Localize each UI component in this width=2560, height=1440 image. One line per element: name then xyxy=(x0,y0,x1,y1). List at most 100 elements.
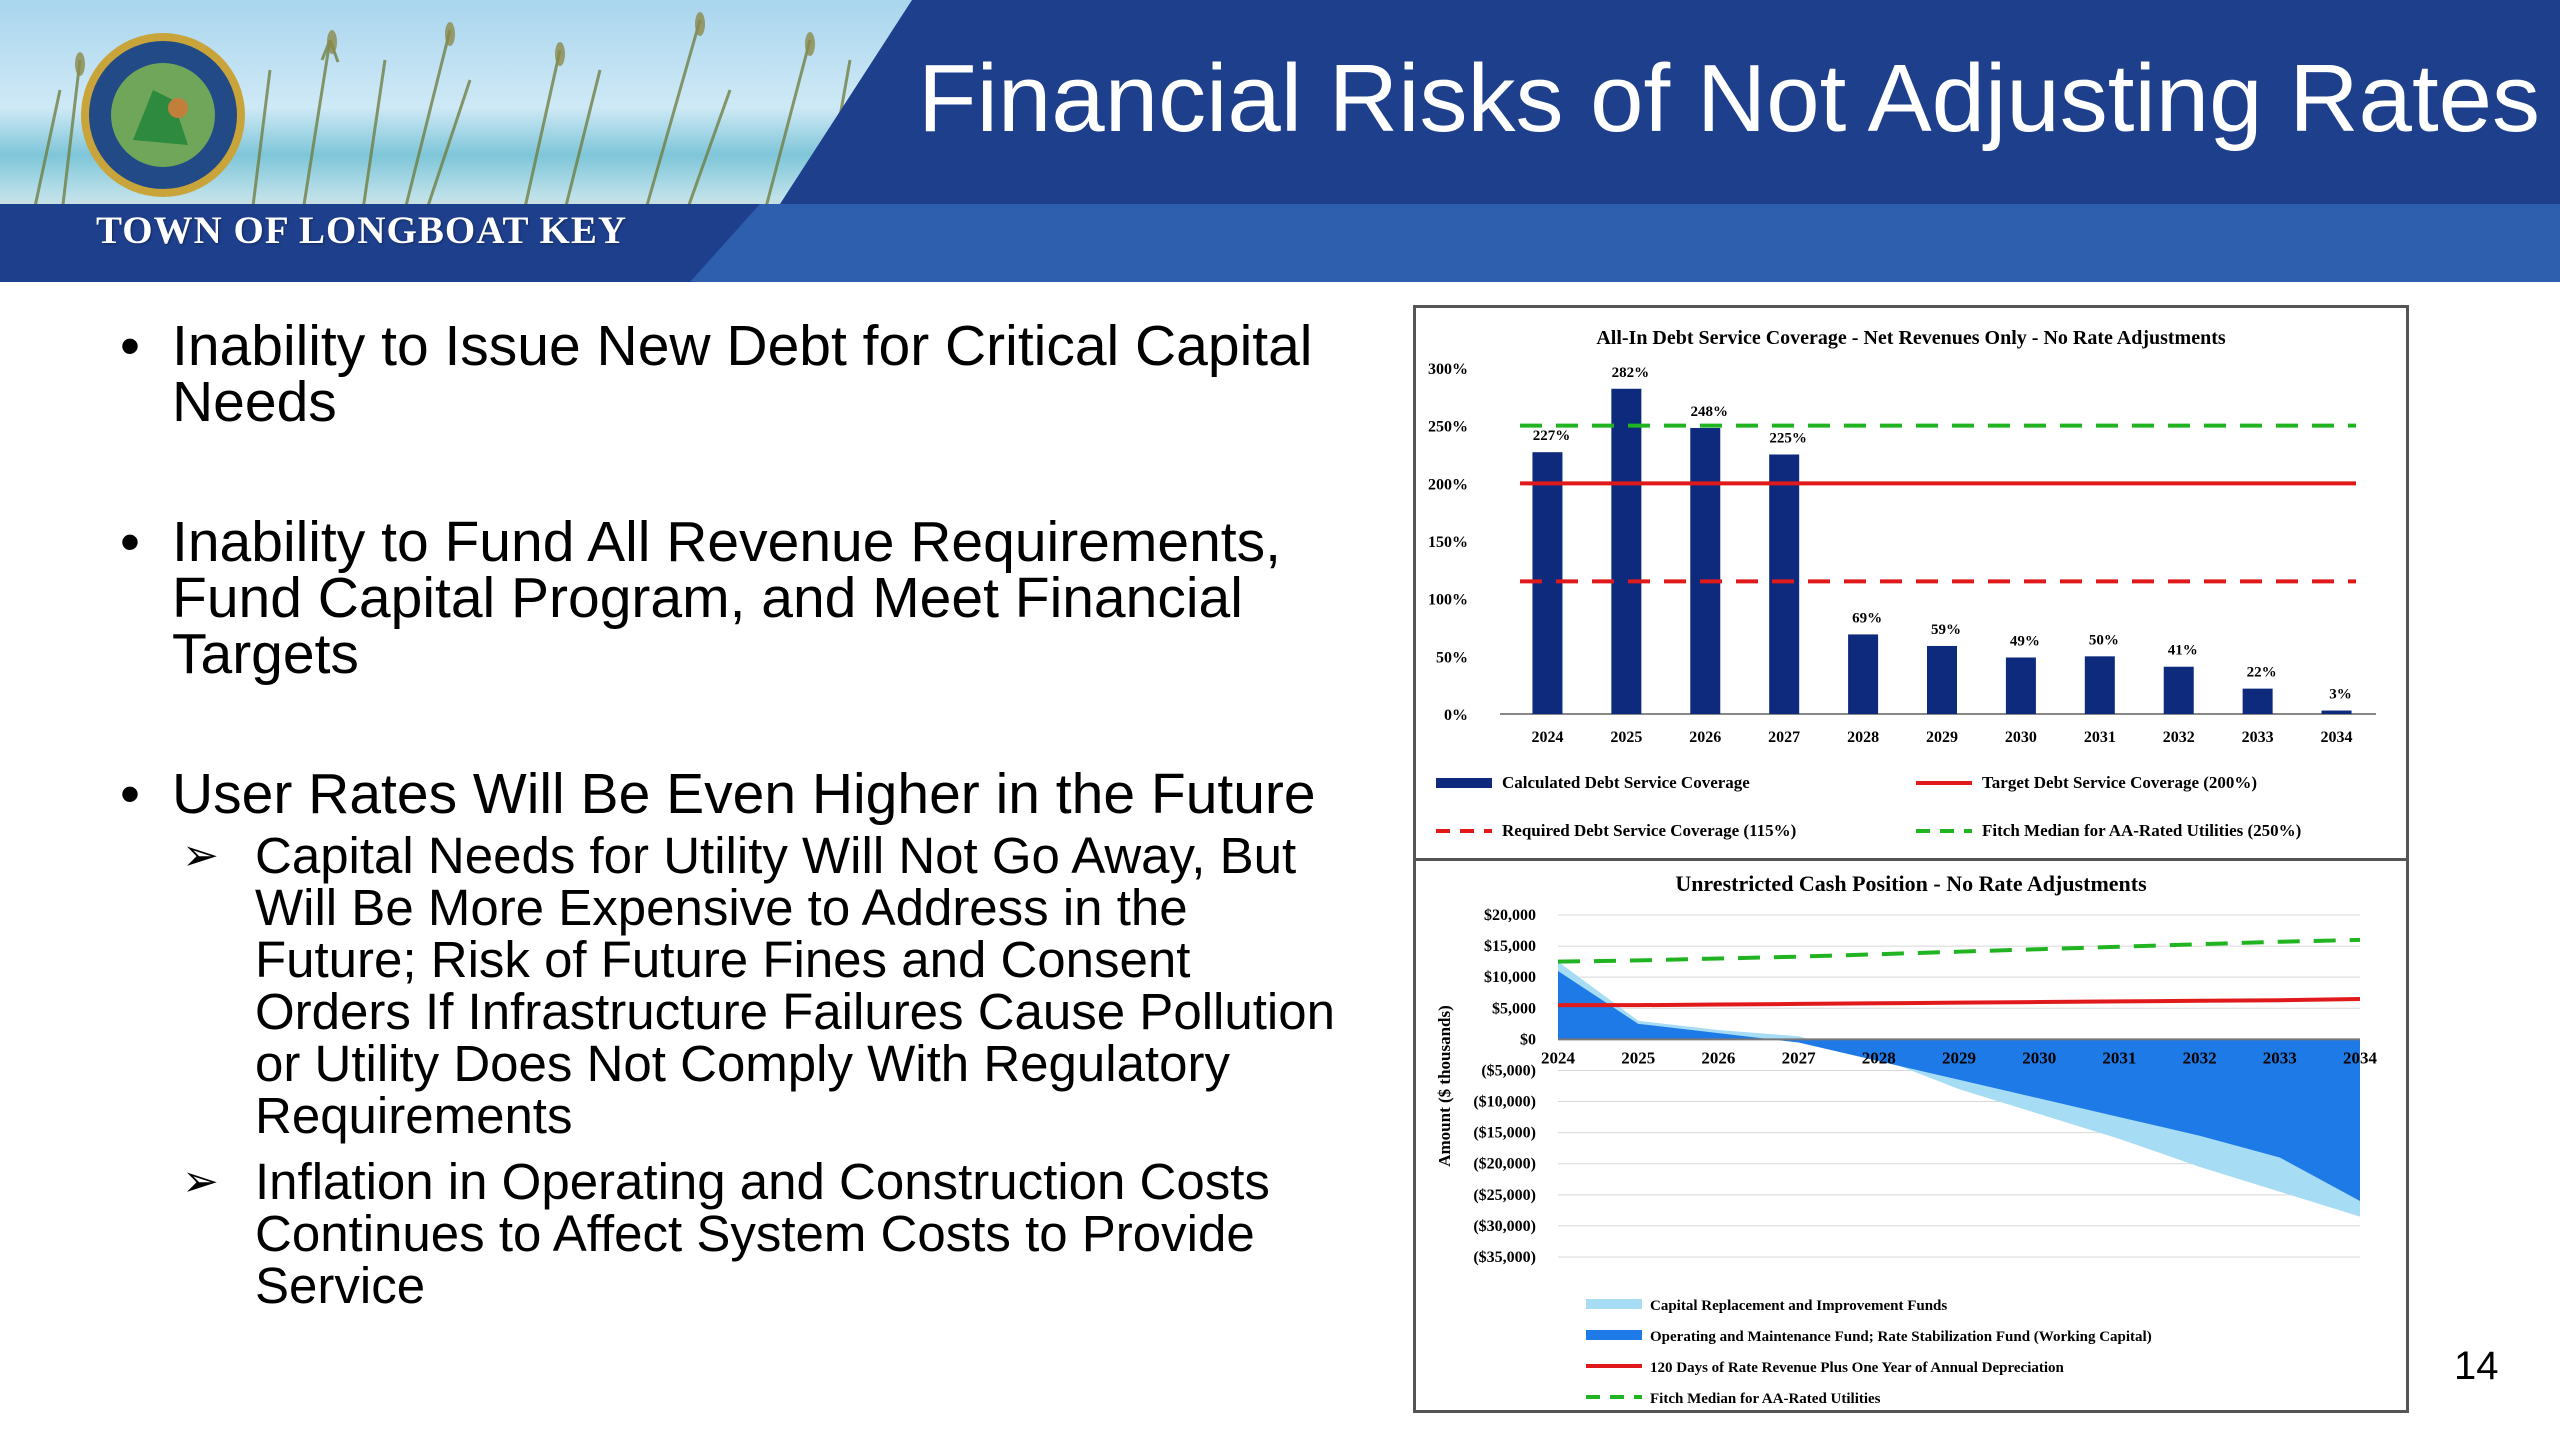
title-band xyxy=(0,0,2560,282)
bullet-text: User Rates Will Be Even Higher in the Fu… xyxy=(172,762,1316,826)
legend-swatch xyxy=(1436,778,1492,788)
coverage-bar xyxy=(2242,688,2273,714)
y-tick-label: $10,000 xyxy=(1484,969,1536,986)
sub-bullet-item: ➢ Inflation in Operating and Constructio… xyxy=(120,1156,1340,1312)
x-tick-label: 2028 xyxy=(1847,729,1879,746)
y-tick-label: ($30,000) xyxy=(1473,1218,1536,1235)
bar-data-label: 59% xyxy=(1931,622,1961,638)
x-tick-label: 2025 xyxy=(1610,729,1642,746)
bullet-item: • User Rates Will Be Even Higher in the … xyxy=(120,762,1340,826)
coverage-bar xyxy=(1769,454,1800,714)
bullet-glyph: • xyxy=(120,314,140,378)
y-tick-label: ($15,000) xyxy=(1473,1125,1536,1142)
sub-bullet-text: Inflation in Operating and Construction … xyxy=(255,1153,1270,1314)
y-tick-label: 0% xyxy=(1444,707,1468,724)
bullet-glyph: • xyxy=(120,762,140,826)
y-tick-label: $0 xyxy=(1520,1031,1536,1048)
y-tick-label: 50% xyxy=(1436,649,1468,666)
debt-coverage-chart: All-In Debt Service Coverage - Net Reven… xyxy=(1428,327,2376,840)
x-tick-label: 2033 xyxy=(2263,1048,2297,1067)
bullet-text: Inability to Issue New Debt for Critical… xyxy=(172,314,1313,434)
x-tick-label: 2027 xyxy=(1782,1048,1817,1067)
x-tick-label: 2030 xyxy=(2022,1048,2056,1067)
legend-label: Capital Replacement and Improvement Fund… xyxy=(1650,1298,1947,1314)
bar-data-label: 49% xyxy=(2010,633,2040,649)
bar-data-label: 41% xyxy=(2168,643,2198,659)
x-tick-label: 2029 xyxy=(1926,729,1958,746)
bar-data-label: 69% xyxy=(1852,610,1882,626)
x-tick-label: 2031 xyxy=(2084,729,2116,746)
x-tick-label: 2026 xyxy=(1701,1048,1735,1067)
y-tick-label: ($5,000) xyxy=(1481,1062,1536,1079)
arrow-bullet-icon: ➢ xyxy=(182,831,219,880)
sub-bullet-text: Capital Needs for Utility Will Not Go Aw… xyxy=(255,827,1335,1144)
revenue-target-line xyxy=(1558,996,2361,1008)
bar-data-label: 225% xyxy=(1769,431,1807,447)
sea-oats-grass xyxy=(28,12,852,231)
legend-label: Operating and Maintenance Fund; Rate Sta… xyxy=(1650,1329,2152,1345)
bullet-item: • Inability to Issue New Debt for Critic… xyxy=(120,314,1340,431)
legend-label: Required Debt Service Coverage (115%) xyxy=(1502,821,1796,840)
slide-title: Financial Risks of Not Adjusting Rates xyxy=(917,45,2540,152)
legend-label: Fitch Median for AA-Rated Utilities xyxy=(1650,1391,1881,1407)
x-tick-label: 2034 xyxy=(2343,1048,2378,1067)
y-tick-label: 200% xyxy=(1428,476,1468,493)
x-tick-label: 2032 xyxy=(2183,1048,2217,1067)
bar-data-label: 248% xyxy=(1691,404,1729,420)
coverage-bar xyxy=(2005,657,2036,714)
y-tick-label: ($10,000) xyxy=(1473,1094,1536,1111)
coverage-bar xyxy=(2163,666,2194,714)
bullet-item: • Inability to Fund All Revenue Requirem… xyxy=(120,510,1340,683)
bar-data-label: 3% xyxy=(2329,687,2352,703)
legend-label: 120 Days of Rate Revenue Plus One Year o… xyxy=(1650,1360,2065,1376)
x-tick-label: 2024 xyxy=(1541,1048,1576,1067)
y-tick-label: ($25,000) xyxy=(1473,1187,1536,1204)
legend-label: Fitch Median for AA-Rated Utilities (250… xyxy=(1982,821,2301,840)
y-tick-label: ($35,000) xyxy=(1473,1249,1536,1266)
bar-data-label: 22% xyxy=(2247,665,2277,681)
x-tick-label: 2025 xyxy=(1621,1048,1655,1067)
x-tick-label: 2024 xyxy=(1531,729,1563,746)
coverage-bar xyxy=(2084,656,2115,714)
bar-data-label: 50% xyxy=(2089,632,2119,648)
x-tick-label: 2031 xyxy=(2102,1048,2136,1067)
y-axis-label: Amount ($ thousands) xyxy=(1435,1005,1454,1167)
legend-swatch xyxy=(1586,1330,1642,1340)
y-tick-label: ($20,000) xyxy=(1473,1156,1536,1173)
bullet-glyph: • xyxy=(120,510,140,574)
y-tick-label: $20,000 xyxy=(1484,907,1536,924)
town-name: TOWN OF LONGBOAT KEY xyxy=(96,209,628,252)
chart-divider xyxy=(1413,858,2409,861)
x-tick-label: 2029 xyxy=(1942,1048,1976,1067)
x-tick-label: 2033 xyxy=(2242,729,2274,746)
town-seal-logo xyxy=(81,33,245,197)
page-number: 14 xyxy=(2454,1344,2499,1388)
arrow-bullet-icon: ➢ xyxy=(182,1157,219,1206)
y-tick-label: $5,000 xyxy=(1492,1000,1536,1017)
y-tick-label: 250% xyxy=(1428,419,1468,436)
coverage-bar xyxy=(2321,710,2352,714)
x-tick-label: 2028 xyxy=(1862,1048,1896,1067)
slide-header: TOWN OF LONGBOAT KEY Financial Risks of … xyxy=(0,0,2560,282)
bar-data-label: 282% xyxy=(1612,365,1650,381)
coverage-bar xyxy=(1848,634,1879,714)
coverage-bar xyxy=(1927,645,1957,714)
x-tick-label: 2032 xyxy=(2163,729,2195,746)
chart-title: Unrestricted Cash Position - No Rate Adj… xyxy=(1675,871,2147,896)
sub-bullet-item: ➢ Capital Needs for Utility Will Not Go … xyxy=(120,830,1340,1142)
operating-fund-area xyxy=(1558,970,2360,1202)
legend-swatch xyxy=(1586,1299,1642,1309)
y-tick-label: 150% xyxy=(1428,534,1468,551)
coverage-bar xyxy=(1611,388,1642,714)
y-tick-label: 300% xyxy=(1428,361,1468,378)
x-tick-label: 2034 xyxy=(2321,729,2353,746)
bullet-list: • Inability to Issue New Debt for Critic… xyxy=(120,318,1340,1326)
legend-label: Target Debt Service Coverage (200%) xyxy=(1982,773,2257,792)
fitch-median-line xyxy=(1557,937,2361,964)
x-tick-label: 2026 xyxy=(1689,729,1721,746)
x-tick-label: 2030 xyxy=(2005,729,2037,746)
chart-title: All-In Debt Service Coverage - Net Reven… xyxy=(1596,327,2226,349)
bar-data-label: 227% xyxy=(1533,428,1571,444)
y-tick-label: 100% xyxy=(1428,592,1468,609)
cash-position-chart: Unrestricted Cash Position - No Rate Adj… xyxy=(1435,871,2378,1407)
